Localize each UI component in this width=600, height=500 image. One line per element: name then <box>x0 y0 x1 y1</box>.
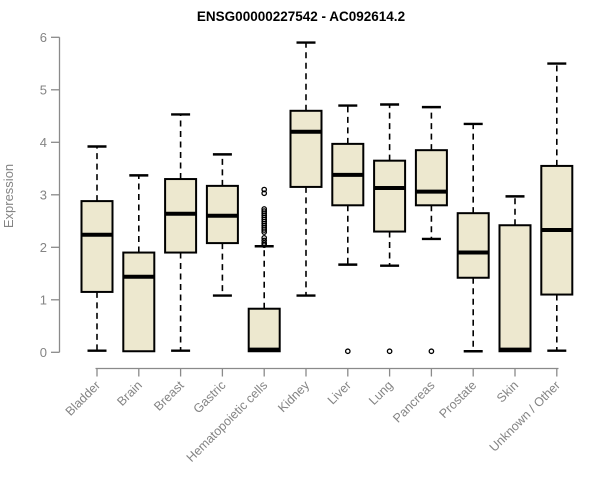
y-tick-label-2: 2 <box>40 240 47 255</box>
boxplot-brain <box>122 174 156 353</box>
x-tick-label-kidney: Kidney <box>275 378 312 415</box>
boxplot-lung <box>373 103 407 355</box>
boxplot-kidney <box>289 41 323 297</box>
box-lung <box>373 159 407 233</box>
outlier-hematopoietic-cells <box>261 186 268 193</box>
box-kidney <box>289 109 323 188</box>
y-tick-label-3: 3 <box>40 187 47 202</box>
boxplot-pancreas <box>414 105 448 355</box>
outlier-lung <box>386 348 393 355</box>
outlier-hematopoietic-cells <box>261 235 268 241</box>
x-tick-label-prostate: Prostate <box>436 378 479 421</box>
x-tick-label-brain: Brain <box>114 378 145 409</box>
outlier-hematopoietic-cells <box>261 240 268 246</box>
box-skin <box>498 224 532 353</box>
outlier-hematopoietic-cells <box>261 208 268 214</box>
outlier-hematopoietic-cells <box>261 237 268 244</box>
box-brain <box>122 251 156 353</box>
boxplot-prostate <box>456 122 490 353</box>
y-tick-label-6: 6 <box>40 30 47 45</box>
x-tick-label-skin: Skin <box>494 378 521 405</box>
boxplot-bladder <box>80 145 114 352</box>
box-series <box>80 41 574 355</box>
boxplot-hematopoietic-cells <box>247 186 281 353</box>
boxplot-unknown-other <box>540 62 574 352</box>
outlier-liver <box>344 348 351 355</box>
x-tick-label-liver: Liver <box>325 378 354 407</box>
outlier-pancreas <box>428 348 435 355</box>
y-tick-label-5: 5 <box>40 82 47 97</box>
x-tick-label-bladder: Bladder <box>63 378 103 418</box>
y-tick-label-4: 4 <box>40 135 47 150</box>
box-hematopoietic-cells <box>247 307 281 353</box>
boxplot-liver <box>331 104 365 355</box>
x-tick-label-breast: Breast <box>151 378 187 414</box>
y-tick-label-1: 1 <box>40 292 47 307</box>
x-tick-label-lung: Lung <box>366 378 396 408</box>
box-bladder <box>80 200 114 293</box>
outlier-hematopoietic-cells <box>261 206 268 212</box>
x-tick-label-unknown-other: Unknown / Other <box>487 378 563 454</box>
y-tick-label-0: 0 <box>40 345 47 360</box>
boxplot-breast <box>164 113 198 352</box>
x-tick-label-pancreas: Pancreas <box>390 378 437 425</box>
outlier-hematopoietic-cells <box>261 190 268 197</box>
chart-title: ENSG00000227542 - AC092614.2 <box>197 9 405 24</box>
y-axis-title: Expression <box>1 164 16 228</box>
x-tick-label-gastric: Gastric <box>191 378 229 416</box>
box-breast <box>164 178 198 254</box>
box-pancreas <box>414 149 448 207</box>
boxplot-skin <box>498 195 532 353</box>
x-tick-label-hematopoietic-cells: Hematopoietic cells <box>184 378 271 465</box>
boxplot-gastric <box>205 153 239 297</box>
box-prostate <box>456 212 490 279</box>
